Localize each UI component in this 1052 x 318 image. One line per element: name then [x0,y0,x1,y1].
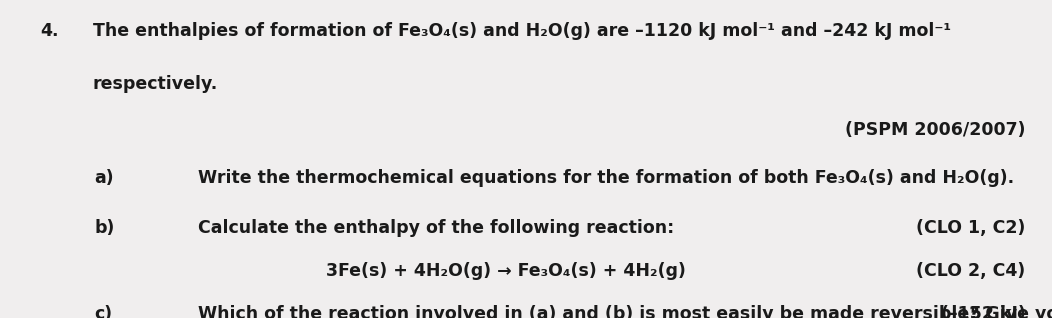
Text: a): a) [95,169,115,187]
Text: 4.: 4. [40,22,59,40]
Text: b): b) [95,219,115,238]
Text: (–152 kJ): (–152 kJ) [940,305,1026,318]
Text: The enthalpies of formation of Fe₃O₄(s) and H₂O(g) are –1120 kJ mol⁻¹ and –242 k: The enthalpies of formation of Fe₃O₄(s) … [93,22,951,40]
Text: Write the thermochemical equations for the formation of both Fe₃O₄(s) and H₂O(g): Write the thermochemical equations for t… [198,169,1014,187]
Text: Which of the reaction involved in (a) and (b) is most easily be made reversible?: Which of the reaction involved in (a) an… [198,305,1052,318]
Text: (CLO 2, C4): (CLO 2, C4) [916,262,1026,280]
Text: respectively.: respectively. [93,75,218,93]
Text: (PSPM 2006/2007): (PSPM 2006/2007) [845,121,1026,139]
Text: Calculate the enthalpy of the following reaction:: Calculate the enthalpy of the following … [198,219,674,238]
Text: c): c) [95,305,113,318]
Text: (CLO 1, C2): (CLO 1, C2) [916,219,1026,238]
Text: 3Fe(s) + 4H₂O(g) → Fe₃O₄(s) + 4H₂(g): 3Fe(s) + 4H₂O(g) → Fe₃O₄(s) + 4H₂(g) [326,262,686,280]
